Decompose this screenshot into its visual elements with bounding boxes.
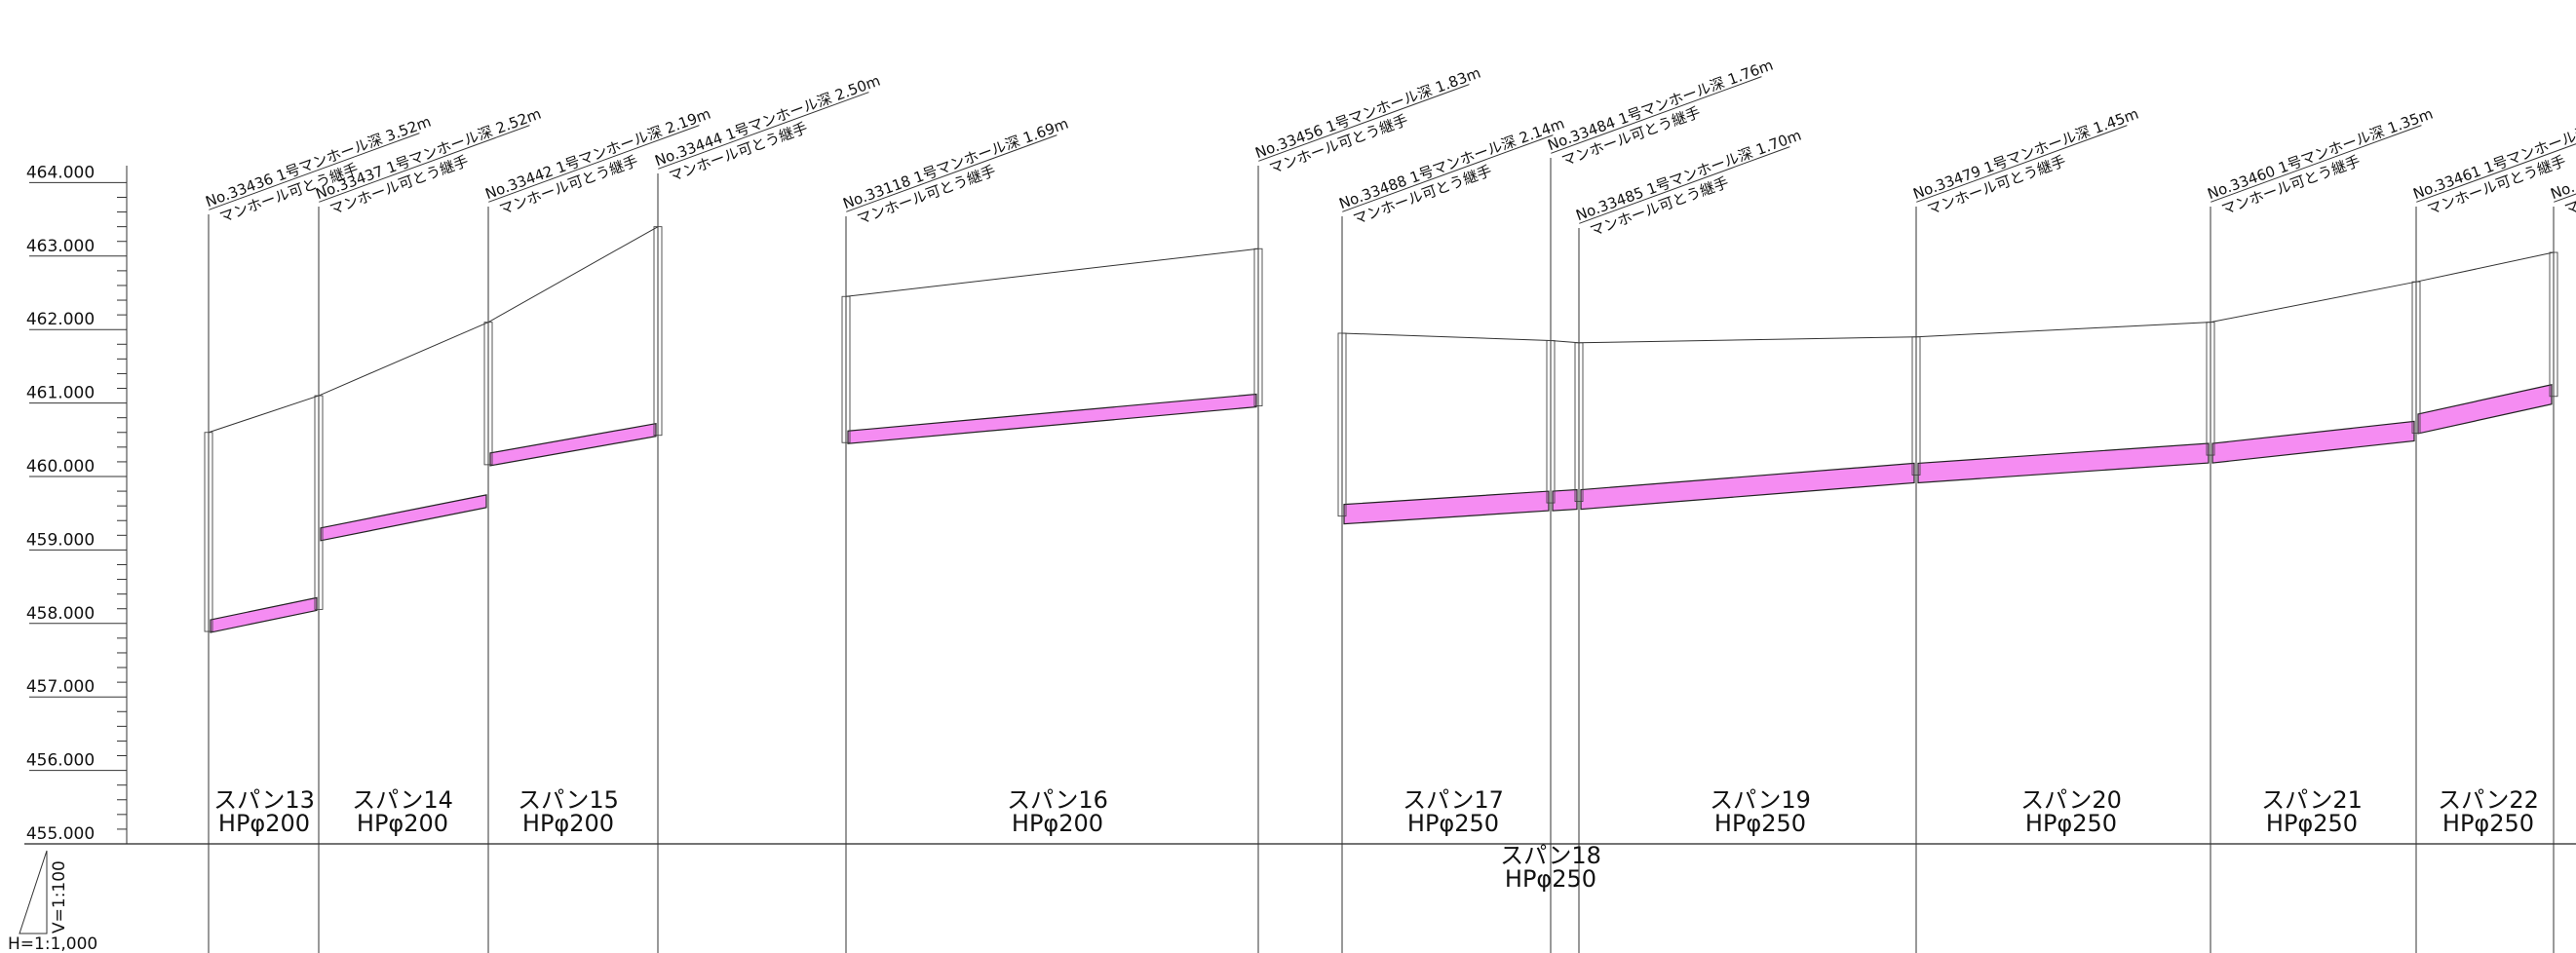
ground-line-segment (1341, 332, 1552, 342)
axis-tick-label: 464.000 (26, 163, 95, 182)
manhole-verticals (204, 158, 2558, 953)
manhole-chamber (1546, 340, 1556, 504)
pipe-band (320, 494, 487, 542)
axis-tick-label: 459.000 (26, 530, 95, 550)
manhole-chamber (2206, 322, 2215, 456)
manhole-label-line1: No.33484 1号マンホール深 1.76m (1545, 57, 1775, 155)
manhole-label-line1: No.33479 1号マンホール深 1.45m (1910, 105, 2140, 204)
axis-tick-label: 461.000 (26, 384, 95, 403)
manhole-label-line1: No.33460 1号マンホール深 1.35m (2205, 105, 2435, 204)
axis-tick-label: 463.000 (26, 237, 95, 256)
span-name: スパン15 (518, 786, 619, 814)
span-pipe-spec: HPφ200 (1012, 810, 1103, 837)
manhole-label-underline (846, 134, 1057, 212)
manhole-label-underline (1258, 84, 1470, 162)
pipe-band (1580, 462, 1915, 511)
span-pipe-spec: HPφ250 (1505, 865, 1596, 893)
manhole-chamber (483, 322, 493, 466)
axis-tick-label: 457.000 (26, 677, 95, 697)
span-labels: スパン13HPφ200スパン14HPφ200スパン15HPφ200スパン16HP… (213, 786, 2539, 893)
span-pipe-spec: HPφ250 (2266, 810, 2358, 837)
span-name: スパン13 (213, 786, 315, 814)
manhole-label-underline (2211, 125, 2422, 203)
pipe-band (1343, 490, 1550, 525)
manhole-chamber (314, 395, 324, 610)
elevation-axis: 464.000 463.000 462.000 461.000 460.000 459.0… (26, 163, 128, 845)
scale-triangle (19, 850, 48, 934)
ground-surface-lines (208, 226, 2555, 434)
manhole-label-underline (1579, 146, 1790, 224)
axis-tick-label: 455.000 (26, 824, 95, 844)
pipe-band (1552, 488, 1578, 512)
manhole-chamber (653, 226, 663, 437)
pipe-band (1917, 442, 2210, 484)
span-pipe-spec: HPφ250 (2442, 810, 2534, 837)
span-name: スパン22 (2438, 786, 2539, 814)
manhole-label-underline (488, 125, 700, 203)
manhole-chamber (2549, 251, 2558, 398)
span-pipe-spec: HPφ250 (1714, 810, 1806, 837)
ground-line-segment (1578, 336, 1917, 344)
manhole-label-underline (319, 125, 530, 203)
span-pipe-spec: HPφ200 (218, 810, 310, 837)
manhole-label-underline (1916, 125, 2128, 203)
span-name: スパン17 (1403, 786, 1504, 814)
manhole-labels: No.33436 1号マンホール深 3.52mマンホール可とう継手No.3343… (203, 57, 2576, 240)
manhole-chamber (1911, 336, 1921, 476)
ground-line-segment (318, 322, 489, 397)
manhole-label-underline (2416, 125, 2576, 203)
manhole-chamber (1337, 332, 1347, 517)
manhole-chamber (2411, 281, 2421, 434)
axis-tick-label: 460.000 (26, 457, 95, 476)
ground-line-segment (208, 395, 320, 434)
pipe-band (2211, 420, 2415, 464)
ground-line-segment (1550, 340, 1580, 344)
ground-line-segment (1915, 322, 2211, 338)
manhole-label-underline (209, 133, 420, 210)
span-name: スパン19 (1710, 786, 1811, 814)
axis-tick-label: 456.000 (26, 751, 95, 771)
span-name: スパン21 (2261, 786, 2363, 814)
span-name: スパン14 (352, 786, 453, 814)
ground-line-segment (845, 248, 1259, 297)
manhole-chamber (1253, 248, 1263, 407)
manhole-label-underline (658, 92, 869, 170)
manhole-label-line1: No.33456 1号マンホール深 1.83m (1252, 64, 1482, 163)
pipe-band (2417, 384, 2553, 435)
sewer-pipe-bands (210, 384, 2553, 633)
span-pipe-spec: HPφ200 (522, 810, 614, 837)
manhole-chamber (841, 295, 851, 443)
span-name: スパン16 (1007, 786, 1108, 814)
manhole-label-line1: No.33118 1号マンホール深 1.69m (840, 115, 1070, 213)
manhole-chamber (1574, 342, 1584, 503)
manhole-label-line2: マ (2562, 197, 2576, 218)
span-pipe-spec: HPφ250 (2025, 810, 2117, 837)
axis-tick-label: 462.000 (26, 310, 95, 329)
manhole-chamber (204, 432, 213, 632)
manhole-label-underline (1342, 134, 1554, 212)
axis-tick-label: 458.000 (26, 604, 95, 624)
manhole-label-underline (1551, 76, 1762, 154)
pipe-band (489, 422, 657, 467)
ground-line-segment (487, 226, 659, 324)
vertical-scale-label: V=1:100 (50, 860, 69, 934)
span-pipe-spec: HPφ250 (1407, 810, 1499, 837)
span-name: スパン20 (2020, 786, 2122, 814)
scale-indicator: V=1:100 H=1:1,000 (8, 850, 97, 953)
ground-line-segment (2210, 281, 2417, 324)
pipe-band (210, 596, 318, 633)
ground-line-segment (2415, 251, 2555, 283)
span-name: スパン18 (1500, 842, 1601, 869)
pipe-band (847, 393, 1257, 444)
span-pipe-spec: HPφ200 (357, 810, 448, 837)
horizontal-scale-label: H=1:1,000 (8, 934, 97, 953)
